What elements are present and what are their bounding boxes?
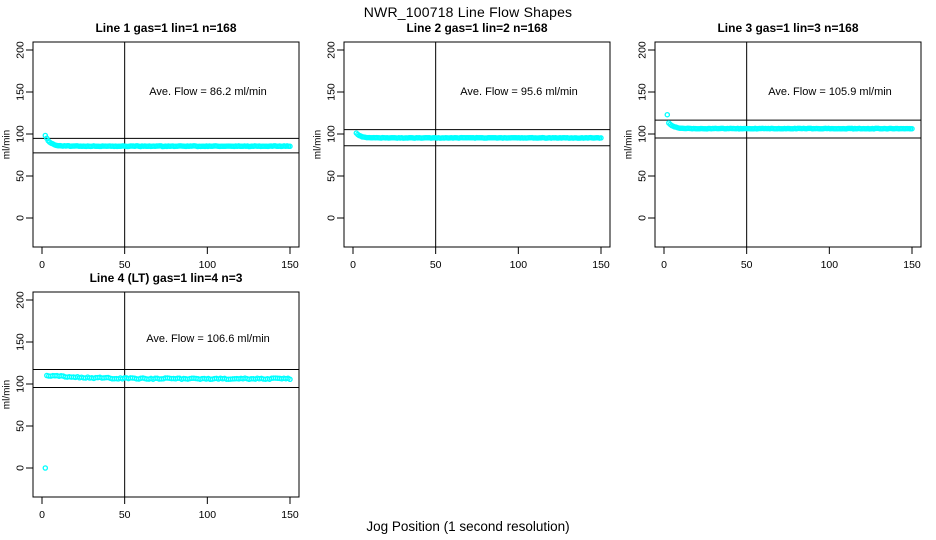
x-tick-label: 150 bbox=[903, 259, 921, 271]
panel-2-ylabel: ml/min bbox=[312, 129, 324, 160]
y-tick-label: 150 bbox=[15, 333, 27, 351]
y-tick-label: 150 bbox=[15, 83, 27, 101]
panel-1-plot: 0 50 100 150 0 50 100 150 200 bbox=[15, 41, 300, 271]
x-tick-label: 50 bbox=[119, 509, 131, 521]
x-tick-label: 50 bbox=[119, 259, 131, 271]
y-tick-label: 100 bbox=[326, 125, 338, 143]
figure-xlabel: Jog Position (1 second resolution) bbox=[366, 519, 570, 534]
panel-3-ylabel: ml/min bbox=[623, 129, 635, 160]
x-tick-label: 0 bbox=[39, 509, 45, 521]
y-tick-label: 100 bbox=[15, 125, 27, 143]
panel-1-title: Line 1 gas=1 lin=1 n=168 bbox=[95, 21, 237, 35]
data-point bbox=[287, 376, 293, 383]
x-tick-label: 100 bbox=[510, 259, 528, 271]
y-tick-label: 100 bbox=[637, 125, 649, 143]
panel-1-ylabel: ml/min bbox=[1, 129, 13, 160]
x-tick-label: 150 bbox=[592, 259, 610, 271]
y-tick-label: 150 bbox=[326, 83, 338, 101]
x-tick-label: 50 bbox=[741, 259, 753, 271]
y-tick-label: 200 bbox=[15, 41, 27, 59]
y-tick-label: 100 bbox=[15, 375, 27, 393]
x-tick-label: 150 bbox=[281, 259, 299, 271]
panel-3-title: Line 3 gas=1 lin=3 n=168 bbox=[717, 21, 859, 35]
panel-2-ave-flow-label: Ave. Flow = 95.6 ml/min bbox=[460, 86, 578, 98]
plot-box bbox=[32, 291, 300, 498]
data-point bbox=[909, 125, 915, 132]
y-tick-label: 0 bbox=[15, 465, 27, 471]
x-tick-label: 150 bbox=[281, 509, 299, 521]
x-tick-label: 50 bbox=[430, 259, 442, 271]
x-tick-label: 0 bbox=[661, 259, 667, 271]
x-tick-label: 100 bbox=[199, 509, 217, 521]
plot-box bbox=[343, 41, 611, 248]
figure-title: NWR_100718 Line Flow Shapes bbox=[363, 4, 573, 20]
y-tick-label: 50 bbox=[326, 170, 338, 182]
panel-4-ave-flow-label: Ave. Flow = 106.6 ml/min bbox=[146, 333, 270, 345]
plot-box bbox=[654, 41, 922, 248]
panel-1-ave-flow-label: Ave. Flow = 86.2 ml/min bbox=[149, 86, 267, 98]
y-tick-label: 200 bbox=[15, 291, 27, 309]
x-tick-label: 100 bbox=[821, 259, 839, 271]
data-point bbox=[664, 111, 671, 118]
data-point bbox=[598, 135, 604, 141]
y-tick-label: 0 bbox=[326, 215, 338, 221]
y-tick-label: 200 bbox=[637, 41, 649, 59]
data-point bbox=[42, 465, 49, 471]
y-tick-label: 50 bbox=[15, 170, 27, 182]
plot-box bbox=[32, 41, 300, 248]
y-tick-label: 200 bbox=[326, 41, 338, 59]
x-tick-label: 100 bbox=[199, 259, 217, 271]
data-point bbox=[287, 143, 293, 150]
panel-2-title: Line 2 gas=1 lin=2 n=168 bbox=[406, 21, 548, 35]
panel-4-plot: 0 50 100 150 0 50 100 150 200 bbox=[15, 291, 300, 521]
y-tick-label: 0 bbox=[15, 215, 27, 221]
y-tick-label: 50 bbox=[15, 420, 27, 432]
y-tick-label: 0 bbox=[637, 215, 649, 221]
y-tick-label: 50 bbox=[637, 170, 649, 182]
panel-4-title: Line 4 (LT) gas=1 lin=4 n=3 bbox=[89, 271, 243, 285]
panel-3-ave-flow-label: Ave. Flow = 105.9 ml/min bbox=[768, 86, 892, 98]
x-tick-label: 0 bbox=[39, 259, 45, 271]
y-tick-label: 150 bbox=[637, 83, 649, 101]
x-tick-label: 0 bbox=[350, 259, 356, 271]
panel-3-plot: 0 50 100 150 0 50 100 150 200 bbox=[637, 41, 922, 271]
panel-4-ylabel: ml/min bbox=[1, 379, 13, 410]
panel-2-plot: 0 50 100 150 0 50 100 150 200 bbox=[326, 41, 611, 271]
